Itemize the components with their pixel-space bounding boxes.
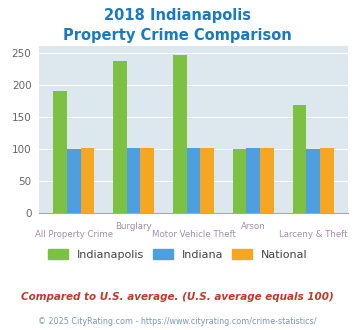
Text: Arson: Arson (241, 222, 266, 231)
Bar (293, 105, 306, 213)
Text: Property Crime Comparison: Property Crime Comparison (63, 28, 292, 43)
Bar (200, 148, 214, 213)
Bar (81, 148, 94, 213)
Text: Motor Vehicle Theft: Motor Vehicle Theft (152, 230, 235, 239)
Text: Burglary: Burglary (115, 222, 152, 231)
Bar (53, 91, 67, 213)
Text: Larceny & Theft: Larceny & Theft (279, 230, 348, 239)
Text: 2018 Indianapolis: 2018 Indianapolis (104, 8, 251, 23)
Bar (67, 149, 81, 213)
Bar (306, 149, 320, 213)
Bar (127, 148, 141, 213)
Bar (173, 54, 187, 213)
Bar (141, 148, 154, 213)
Text: All Property Crime: All Property Crime (35, 230, 113, 239)
Text: © 2025 CityRating.com - https://www.cityrating.com/crime-statistics/: © 2025 CityRating.com - https://www.city… (38, 317, 317, 326)
Bar (187, 148, 200, 213)
Bar (233, 149, 246, 213)
Text: Compared to U.S. average. (U.S. average equals 100): Compared to U.S. average. (U.S. average … (21, 292, 334, 302)
Legend: Indianapolis, Indiana, National: Indianapolis, Indiana, National (48, 249, 307, 260)
Bar (320, 148, 334, 213)
Bar (113, 61, 127, 213)
Bar (260, 148, 274, 213)
Bar (246, 148, 260, 213)
